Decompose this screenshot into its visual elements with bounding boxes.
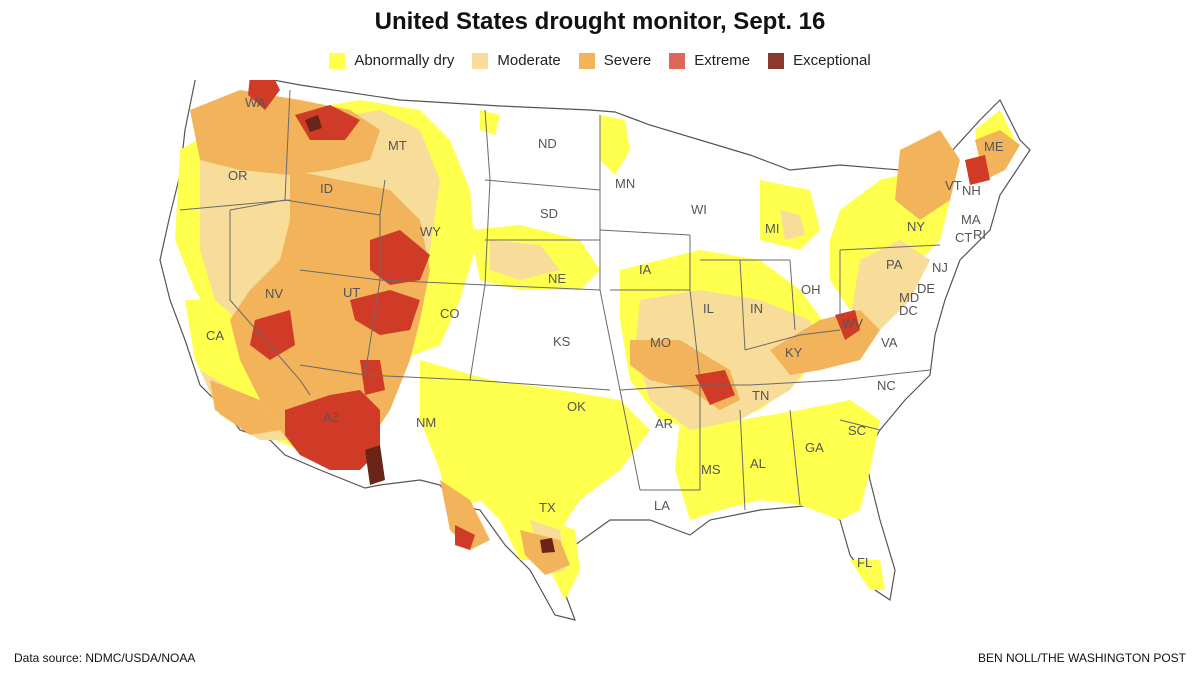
state-label: MD [899, 290, 919, 305]
state-label: ID [320, 181, 333, 196]
legend-swatch [578, 52, 595, 69]
state-label: NJ [932, 260, 948, 275]
legend-label: Abnormally dry [354, 52, 455, 69]
state-label: AR [655, 416, 673, 431]
state-label: SC [848, 423, 866, 438]
state-label: KY [785, 345, 803, 360]
state-label: NE [548, 271, 566, 286]
state-label: NH [962, 183, 981, 198]
state-label: AL [750, 456, 766, 471]
state-label: DE [917, 281, 935, 296]
legend-label: Moderate [497, 52, 561, 69]
state-label: MS [701, 462, 721, 477]
legend-label: Extreme [694, 52, 751, 69]
state-label: TX [539, 500, 556, 515]
state-label: MI [765, 221, 779, 236]
state-label: MN [615, 176, 635, 191]
state-label: NV [265, 286, 283, 301]
state-label: IL [703, 301, 714, 316]
legend-swatch [472, 52, 489, 69]
drought-exceptional [305, 115, 555, 553]
state-label: OR [228, 168, 248, 183]
state-label: AZ [323, 410, 340, 425]
state-label: UT [343, 285, 360, 300]
state-label: NM [416, 415, 436, 430]
legend-swatch [669, 52, 686, 69]
state-label: WI [691, 202, 707, 217]
us-map-svg: WA OR CA NV ID MT WY UT AZ CO NM ND SD N… [159, 80, 1031, 621]
state-label: CA [206, 328, 224, 343]
legend-item-severe: Severe [578, 52, 652, 69]
state-label: IA [639, 262, 652, 277]
state-label: ND [538, 136, 557, 151]
state-label: MO [650, 335, 671, 350]
state-label: LA [654, 498, 670, 513]
state-label: CO [440, 306, 460, 321]
state-label: TN [752, 388, 769, 403]
drought-extreme [248, 80, 990, 550]
state-borders [179, 89, 941, 511]
map-title: United States drought monitor, Sept. 16 [374, 8, 826, 35]
state-labels: WA OR CA NV ID MT WY UT AZ CO NM ND SD N… [206, 95, 1004, 570]
state-label: SD [540, 206, 558, 221]
state-label: DC [899, 303, 918, 318]
state-label: RI [973, 227, 986, 242]
state-label: WY [420, 224, 441, 239]
legend-label: Severe [603, 52, 652, 69]
state-label: MT [388, 138, 407, 153]
state-label: VT [945, 178, 962, 193]
credit-line: BEN NOLL/THE WASHINGTON POST [977, 651, 1186, 665]
data-source: Data source: NDMC/USDA/NOAA [14, 651, 196, 665]
state-label: VA [881, 335, 898, 350]
legend-item-abnormally-dry: Abnormally dry [329, 52, 454, 69]
legend-swatch [768, 52, 785, 69]
state-label: IN [750, 301, 763, 316]
legend: Abnormally dry Moderate Severe Extreme E… [0, 52, 1200, 69]
state-label: OH [801, 282, 821, 297]
legend-label: Exceptional [793, 52, 871, 69]
legend-item-moderate: Moderate [472, 52, 561, 69]
legend-swatch [329, 52, 346, 69]
state-label: ME [984, 139, 1004, 154]
state-label: NY [907, 219, 925, 234]
drought-map: WA OR CA NV ID MT WY UT AZ CO NM ND SD N… [0, 80, 1200, 640]
state-label: PA [886, 257, 903, 272]
state-label: WA [245, 95, 266, 110]
legend-item-extreme: Extreme [669, 52, 750, 69]
state-label: OK [567, 399, 586, 414]
legend-item-exceptional: Exceptional [768, 52, 871, 69]
state-label: WV [842, 316, 863, 331]
state-label: MA [961, 212, 981, 227]
state-label: GA [805, 440, 824, 455]
state-label: KS [553, 334, 571, 349]
state-label: CT [955, 230, 972, 245]
state-label: FL [857, 555, 872, 570]
state-label: NC [877, 378, 896, 393]
